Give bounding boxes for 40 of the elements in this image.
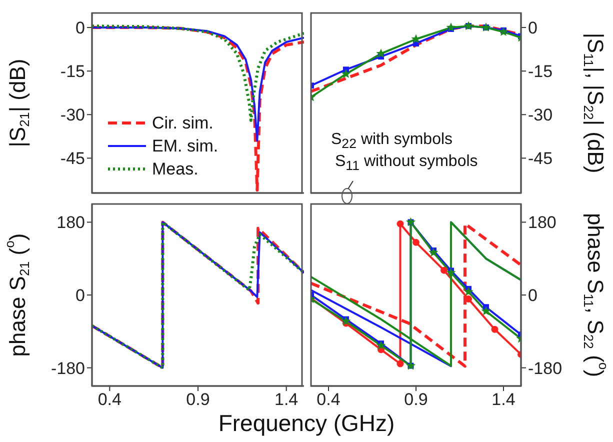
x-axis-title: Frequency (GHz) <box>217 410 396 437</box>
point <box>446 22 456 32</box>
annotation: S$_{22}$ with symbols <box>331 131 453 152</box>
legend-label: Cir. sim. <box>152 114 214 132</box>
y-tick-label: -45 <box>60 149 85 168</box>
y-tick-label: -15 <box>60 62 85 82</box>
point <box>376 48 386 58</box>
y-tick-label: -180 <box>50 358 85 378</box>
point <box>481 306 491 316</box>
y-tick-label: 0 <box>528 18 538 38</box>
y-tick-label: 0 <box>76 18 85 38</box>
y-tick-label: -30 <box>528 106 553 125</box>
annotation: S$_{11}$ without symbols <box>335 153 478 174</box>
x-tick-label: 0.4 <box>98 390 122 410</box>
legend-label: EM. sim. <box>152 136 218 156</box>
point <box>341 316 351 326</box>
point <box>396 360 404 368</box>
y-tick-label: -180 <box>528 358 562 378</box>
point <box>491 326 498 333</box>
x-tick-label: 1.4 <box>274 390 298 410</box>
y-tick-label: -15 <box>528 62 553 82</box>
legend-label: Meas. <box>152 160 198 178</box>
y-tick-label: 0 <box>76 286 85 306</box>
x-tick-label: 0.4 <box>316 390 340 410</box>
point <box>440 266 448 274</box>
y-tick-label: 180 <box>528 213 556 232</box>
x-tick-label: 0.9 <box>404 390 428 410</box>
y-tick-label: 0 <box>528 286 538 306</box>
x-tick-label: 1.4 <box>492 390 516 410</box>
x-tick-label: 0.9 <box>186 390 210 410</box>
point <box>428 248 438 257</box>
y-tick-label: -45 <box>528 149 553 168</box>
point <box>341 68 351 78</box>
point <box>464 286 474 296</box>
y-tick-label: 180 <box>56 213 85 232</box>
y-tick-label: -30 <box>60 106 85 125</box>
point <box>412 238 420 246</box>
point <box>396 220 404 228</box>
point <box>446 268 456 277</box>
point <box>376 340 386 350</box>
